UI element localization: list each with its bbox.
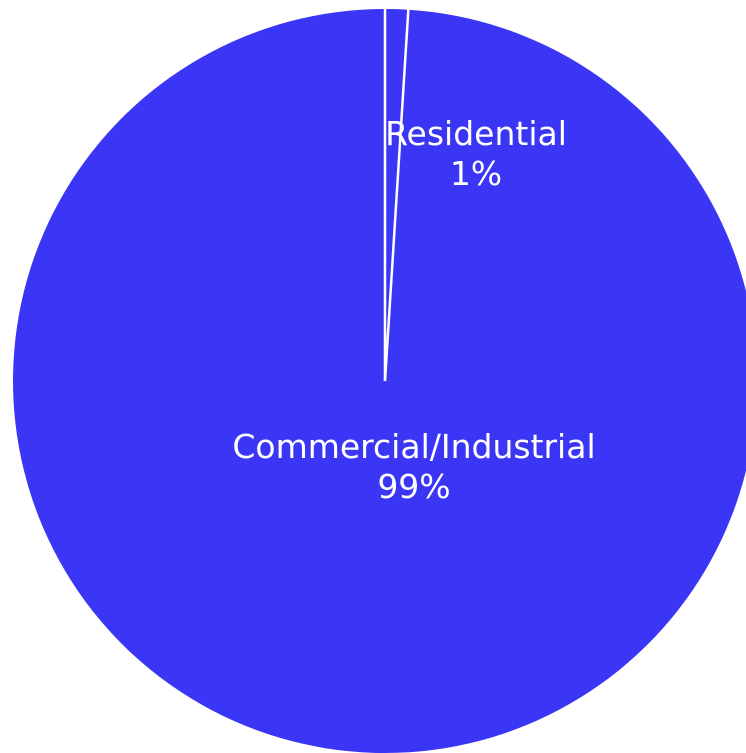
pie-slices (13, 9, 746, 753)
pie-slice-commercial-industrial (13, 9, 746, 753)
slice-category-label: Residential (385, 114, 567, 153)
pie-separators (383, 7, 410, 382)
slice-separator-line (383, 7, 410, 382)
slice-value-label: 1% (450, 154, 502, 193)
slice-value-label: 99% (377, 467, 450, 506)
slice-category-label: Commercial/Industrial (232, 427, 595, 466)
